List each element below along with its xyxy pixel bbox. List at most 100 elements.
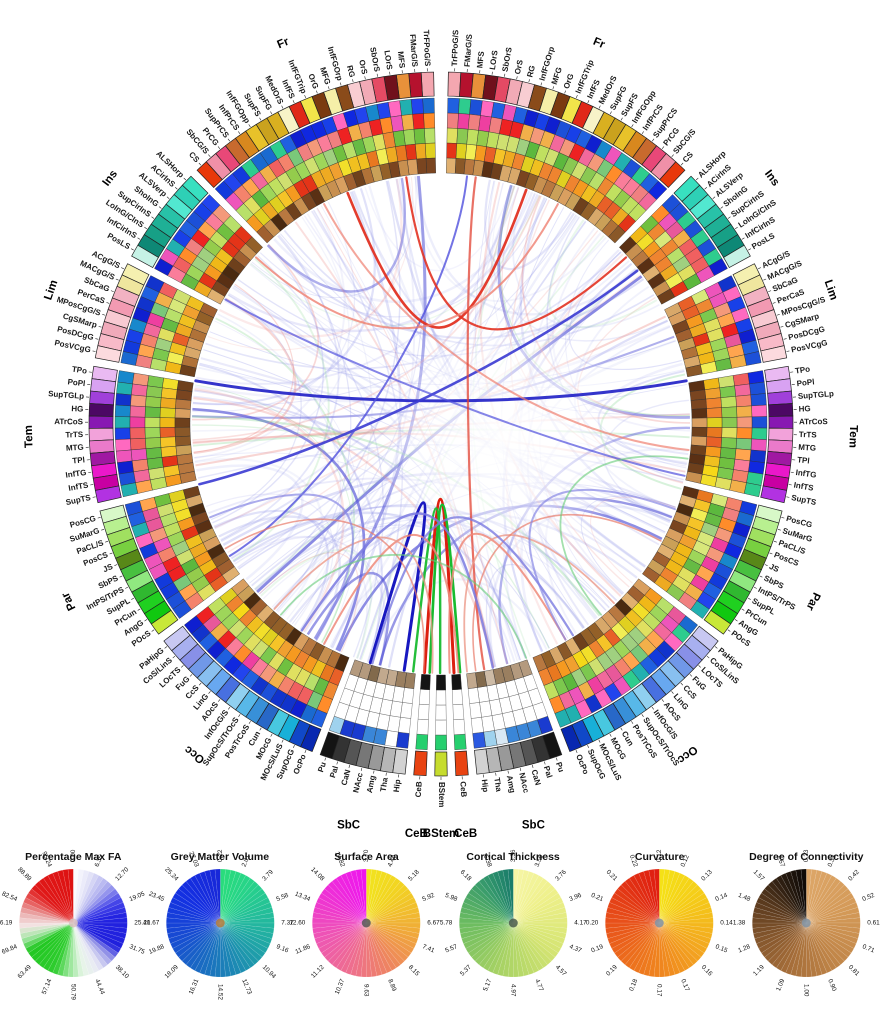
pie-tick-label: 5.58 (275, 892, 290, 903)
pie-body (165, 868, 275, 978)
pie-tick-label: 44.44 (93, 978, 106, 996)
pie-slice (340, 872, 367, 924)
pie-slice (659, 922, 705, 958)
region-label: SbOrS (368, 46, 381, 73)
pie-slice (621, 881, 660, 924)
pie-slice (659, 872, 686, 924)
region-tick (259, 117, 262, 121)
pie-slice (659, 868, 666, 924)
pie-slice (366, 907, 420, 924)
metric-cell-grey_matter_volume (749, 449, 767, 463)
metric-cell-degree_of_connectivity (270, 213, 288, 232)
metric-cell-grey_matter_volume (749, 381, 766, 396)
connection-link (210, 294, 302, 521)
connection-link (258, 552, 359, 653)
region-tick (376, 73, 378, 77)
pie-slice (513, 922, 568, 934)
region-sector (157, 203, 186, 229)
region-tick (532, 764, 534, 768)
region-sector (245, 696, 270, 725)
region-label: SbOrS (500, 46, 513, 73)
region-sector (131, 580, 160, 604)
region-sector (173, 184, 201, 211)
pie-slice (219, 922, 246, 974)
region-label: FMarG/S (463, 33, 474, 67)
pie-slice (659, 922, 708, 954)
pie-slice (165, 917, 220, 924)
metric-cell-surface_area (453, 718, 466, 735)
metric-cell-surface_area (457, 113, 470, 130)
region-sector (277, 106, 300, 134)
region-sector (103, 309, 132, 329)
region-tick (227, 138, 231, 142)
region-sector (367, 744, 385, 772)
metric-cell-grey_matter_volume (483, 730, 498, 748)
pie-slice (800, 868, 807, 924)
pie-cortical-thickness: Cortical Thickness 3.36 3.56 3.76 3.96 4.17 4… (440, 845, 587, 1009)
pie-slice (767, 881, 807, 924)
metric-cell-degree_of_connectivity (367, 665, 381, 683)
pie-slice (219, 922, 251, 971)
highlighted-connection-link (463, 534, 615, 673)
region-tick (95, 338, 99, 340)
pie-slice (617, 922, 660, 962)
pie-slice (34, 881, 74, 924)
connection-link (212, 245, 324, 524)
pie-tick-label: 18.09 (163, 963, 180, 980)
connection-link (275, 235, 352, 612)
metric-cell-curvature (159, 427, 176, 438)
pie-tick-label: 0.90 (826, 978, 837, 993)
metric-cell-degree_of_connectivity (191, 511, 210, 526)
pie-tick-label: 6.18 (459, 869, 473, 883)
pie-slice (172, 922, 220, 954)
region-sector (447, 71, 462, 97)
pie-slice (194, 872, 221, 924)
region-label: BStem (437, 782, 446, 807)
metric-cell-cortical_thickness (435, 704, 447, 721)
metric-cell-degree_of_connectivity (309, 642, 326, 661)
region-tick (227, 706, 231, 710)
region-sector (767, 390, 793, 406)
region-tick (776, 314, 780, 316)
region-tick (121, 267, 125, 270)
lobe-label: Tem (23, 425, 36, 448)
pie-slice (607, 922, 660, 944)
pie-slice (806, 892, 855, 924)
metric-cell-grey_matter_volume (114, 416, 131, 429)
pie-slice (38, 877, 74, 924)
metric-cell-grey_matter_volume (750, 393, 767, 407)
pie-slice (73, 922, 85, 977)
metric-cell-degree_of_connectivity (285, 627, 303, 646)
region-tick (695, 177, 699, 181)
pie-slice (764, 884, 807, 924)
region-sector (165, 194, 193, 220)
metric-cell-curvature (704, 387, 721, 400)
pie-slice (361, 922, 367, 978)
pie-slice (659, 884, 702, 924)
pie-slice (659, 869, 676, 924)
pie-slice (659, 888, 705, 924)
pie-slice (209, 922, 221, 977)
metric-cell-degree_of_connectivity (388, 161, 401, 179)
pie-slice (19, 917, 74, 924)
pie-slice (754, 902, 807, 924)
region-tick (631, 124, 634, 128)
pie-tick-label: 0.14 (715, 892, 730, 903)
pie-slice (512, 922, 529, 977)
region-sector (420, 71, 435, 97)
highlighted-connection-link (228, 175, 468, 557)
region-label: CeB (414, 781, 424, 798)
region-tick (248, 721, 251, 724)
pie-slice (219, 922, 274, 939)
pie-tick-label: 19.05 (128, 890, 146, 903)
metric-cell-curvature (455, 143, 467, 160)
metric-cell-degree_of_connectivity (690, 435, 707, 447)
metric-cell-surface_area (401, 114, 415, 131)
region-label: InfTS (793, 481, 815, 493)
pie-slice (513, 907, 567, 924)
pie-tick-label: 14.52 (216, 984, 223, 1000)
metric-cell-degree_of_connectivity (175, 444, 192, 456)
region-sector (371, 76, 389, 103)
metric-cell-degree_of_connectivity (245, 236, 263, 255)
pie-slice (169, 922, 220, 949)
